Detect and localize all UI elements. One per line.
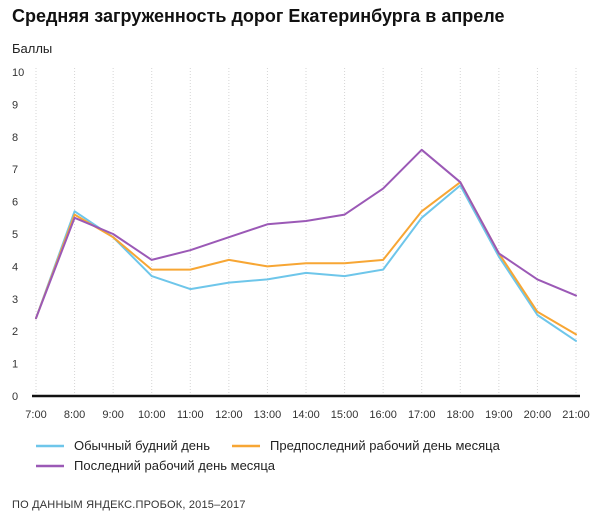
x-tick-label: 15:00 (331, 409, 359, 421)
x-tick-labels: 7:00 8:00 9:00 10:00 11:00 12:00 13:00 14:00 15:… (25, 409, 589, 421)
x-tick-label: 18:00 (447, 409, 475, 421)
series-lines (35, 148, 577, 342)
legend: Обычный будний день Предпоследний рабочий… (36, 438, 501, 473)
legend-label: Предпоследний рабочий день месяца (270, 438, 501, 453)
y-tick-label: 0 (12, 391, 18, 403)
y-tick-label: 10 (12, 67, 24, 79)
x-tick-label: 19:00 (485, 409, 513, 421)
series-line (35, 148, 577, 320)
legend-label: Последний рабочий день месяца (74, 458, 276, 473)
y-tick-label: 9 (12, 99, 18, 111)
chart-title: Средняя загруженность дорог Екатеринбург… (12, 6, 505, 26)
y-tick-label: 6 (12, 197, 18, 209)
legend-label: Обычный будний день (74, 438, 210, 453)
y-tick-label: 4 (12, 261, 18, 273)
x-tick-label: 13:00 (254, 409, 282, 421)
grid-lines (35, 68, 577, 396)
x-tick-label: 10:00 (138, 409, 166, 421)
x-tick-label: 21:00 (562, 409, 590, 421)
x-tick-label: 8:00 (64, 409, 85, 421)
y-axis-label: Баллы (12, 41, 52, 56)
y-tick-label: 3 (12, 294, 18, 306)
x-tick-label: 14:00 (292, 409, 320, 421)
x-tick-label: 12:00 (215, 409, 243, 421)
y-tick-label: 5 (12, 229, 18, 241)
x-tick-label: 17:00 (408, 409, 436, 421)
y-tick-label: 7 (12, 164, 18, 176)
x-tick-label: 9:00 (102, 409, 123, 421)
x-tick-label: 16:00 (369, 409, 397, 421)
series-line (35, 184, 577, 342)
x-tick-label: 20:00 (524, 409, 552, 421)
x-tick-label: 11:00 (177, 409, 204, 421)
y-tick-label: 2 (12, 326, 18, 338)
source-note: ПО ДАННЫМ ЯНДЕКС.ПРОБОК, 2015–2017 (12, 499, 246, 511)
y-tick-labels: 0 1 2 3 4 5 6 7 8 9 10 (12, 67, 24, 403)
y-tick-label: 1 (12, 359, 18, 371)
y-tick-label: 8 (12, 132, 18, 144)
x-tick-label: 7:00 (25, 409, 46, 421)
